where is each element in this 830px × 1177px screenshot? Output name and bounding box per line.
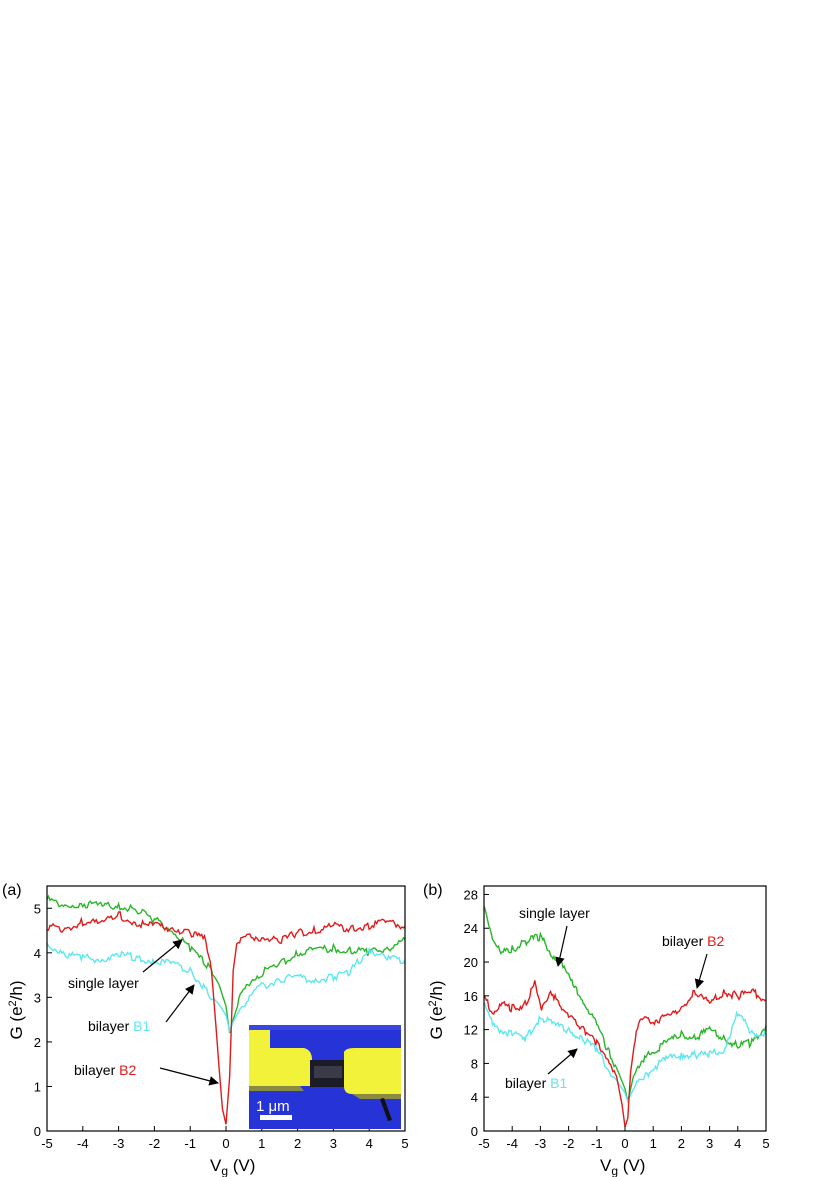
arrow-bilayer-b2 <box>694 953 708 989</box>
annotation-arrows <box>547 925 708 1075</box>
left-contact <box>249 1030 312 1086</box>
sample-highlight <box>314 1066 342 1078</box>
annotation-bilayer-b1: bilayer B1 <box>505 1075 567 1091</box>
x-tick-label: -4 <box>77 1136 89 1151</box>
y-tick-label: 16 <box>464 989 478 1004</box>
x-tick-label: -3 <box>535 1136 547 1151</box>
y-tick-label: 28 <box>464 887 478 902</box>
panel-label: (a) <box>2 882 22 899</box>
x-tick-label: -2 <box>149 1136 161 1151</box>
y-tick-label: 24 <box>464 921 478 936</box>
x-tick-label: 1 <box>650 1136 657 1151</box>
x-tick-label: -2 <box>563 1136 575 1151</box>
x-tick-label: 2 <box>294 1136 301 1151</box>
arrow-bilayer-b1 <box>547 1048 578 1075</box>
x-axis-label: Vg (V) <box>600 1156 645 1177</box>
y-tick-label: 4 <box>471 1090 478 1105</box>
series-line-bilayer-B2 <box>46 911 406 1125</box>
y-tick-label: 0 <box>34 1124 41 1139</box>
annotation-bilayer-b2: bilayer B2 <box>662 933 724 949</box>
x-ticks: -5 -4 -3 -2 -1 0 1 2 3 4 5 <box>478 1126 770 1151</box>
y-tick-label: 4 <box>34 946 41 961</box>
scale-bar <box>260 1115 292 1120</box>
series-line-bilayer-B1 <box>46 942 406 1034</box>
annotation-bilayer-b2: bilayer B2 <box>74 1062 136 1078</box>
plot-frame <box>46 885 406 1132</box>
series-line-single-layer <box>46 894 406 1034</box>
annotation-single-layer: single layer <box>519 905 590 921</box>
x-tick-label: 0 <box>222 1136 229 1151</box>
panel-label: (b) <box>423 882 443 899</box>
y-ticks: 0 1 2 3 4 5 <box>34 901 52 1139</box>
y-tick-label: 3 <box>34 990 41 1005</box>
y-tick-label: 2 <box>34 1035 41 1050</box>
x-tick-label: -4 <box>506 1136 518 1151</box>
arrow-bilayer-b2 <box>159 1067 219 1086</box>
arrow-single-layer <box>555 925 568 967</box>
scale-bar-label: 1 μm <box>256 1098 290 1115</box>
x-ticks: -5 -4 -3 -2 -1 0 1 2 3 4 5 <box>41 1126 409 1151</box>
y-axis-label: G (e2/h) <box>427 980 446 1039</box>
annotation-bilayer-b1: bilayer B1 <box>88 1018 150 1034</box>
y-tick-label: 8 <box>471 1056 478 1071</box>
plot-area <box>483 905 767 1128</box>
x-tick-label: 3 <box>330 1136 337 1151</box>
y-ticks: 0 4 8 12 16 20 24 28 <box>464 887 489 1139</box>
arrow-single-layer <box>142 939 183 973</box>
x-tick-label: 4 <box>366 1136 373 1151</box>
annotation-single-layer: single layer <box>68 975 139 991</box>
x-axis-label: Vg (V) <box>210 1156 255 1177</box>
inset-edge <box>249 1025 401 1030</box>
x-tick-label: 3 <box>706 1136 713 1151</box>
x-tick-label: 5 <box>762 1136 769 1151</box>
right-contact-edge <box>352 1094 401 1099</box>
y-tick-label: 0 <box>471 1124 478 1139</box>
plot-frame <box>483 885 767 1132</box>
annotation-arrows <box>142 939 219 1086</box>
series-line-bilayer-B1 <box>483 1002 767 1104</box>
y-axis-label: G (e2/h) <box>7 980 26 1039</box>
x-tick-label: -1 <box>184 1136 196 1151</box>
x-tick-label: 4 <box>734 1136 741 1151</box>
y-tick-label: 5 <box>34 901 41 916</box>
right-contact <box>344 1048 401 1094</box>
probe-mark <box>380 1098 392 1121</box>
plot-area <box>46 894 406 1125</box>
x-tick-label: 1 <box>258 1136 265 1151</box>
series-line-bilayer-B2 <box>483 980 767 1128</box>
x-tick-label: -3 <box>113 1136 125 1151</box>
x-tick-label: -1 <box>591 1136 603 1151</box>
left-contact-edge <box>249 1086 304 1091</box>
y-tick-label: 20 <box>464 955 478 970</box>
inset-image: 1 μm <box>249 1025 401 1129</box>
x-tick-label: 5 <box>401 1136 408 1151</box>
series-line-single-layer <box>483 905 767 1102</box>
x-tick-label: -5 <box>478 1136 490 1151</box>
x-tick-label: 2 <box>678 1136 685 1151</box>
arrow-bilayer-b1 <box>165 984 195 1023</box>
y-tick-label: 12 <box>464 1023 478 1038</box>
x-tick-label: -5 <box>41 1136 53 1151</box>
y-tick-label: 1 <box>34 1079 41 1094</box>
x-tick-label: 0 <box>621 1136 628 1151</box>
